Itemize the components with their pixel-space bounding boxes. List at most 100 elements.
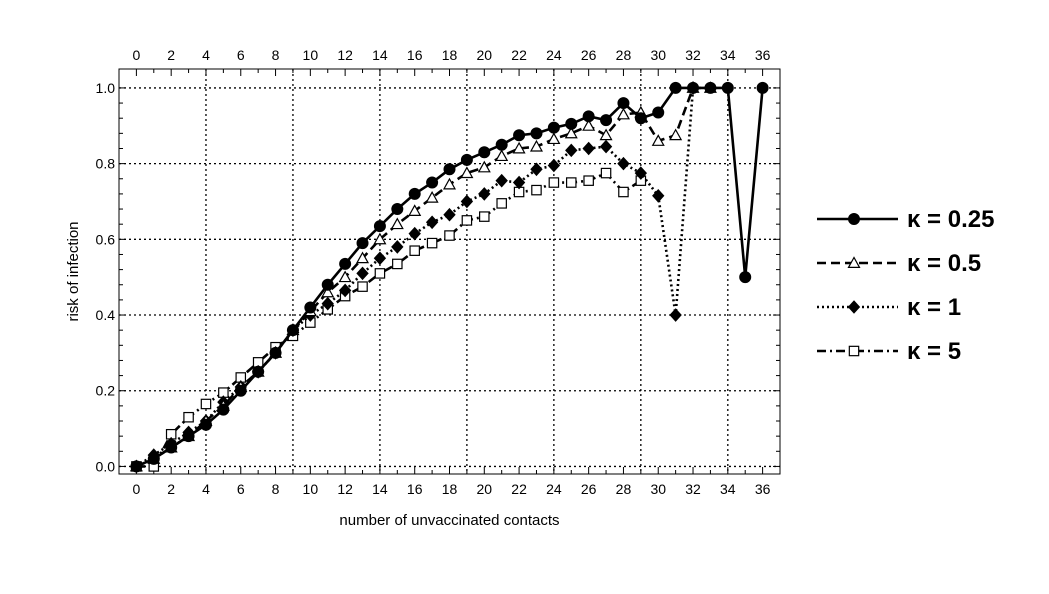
x-tick-label-top: 0: [132, 47, 140, 63]
data-point: [495, 149, 509, 162]
series-line: [135, 86, 764, 468]
legend: κ = 0.25 κ = 0.5 κ = 1 κ = 5: [817, 206, 994, 365]
x-tick-label: 34: [720, 481, 736, 497]
axes-frame: 0022446688101012121414161618182020222224…: [96, 47, 781, 497]
data-point: [426, 237, 438, 249]
data-point: [651, 134, 665, 146]
x-tick-label: 8: [272, 481, 280, 497]
data-point: [374, 268, 386, 279]
data-point: [512, 175, 526, 190]
data-point: [321, 296, 334, 311]
x-tick-label: 26: [581, 481, 597, 497]
data-point: [617, 97, 630, 110]
data-point: [600, 114, 613, 127]
x-tick-label: 12: [337, 481, 353, 497]
x-tick-label: 36: [755, 481, 771, 497]
data-point: [513, 129, 526, 142]
data-point: [687, 81, 700, 94]
series-2: [130, 81, 700, 474]
data-point: [443, 163, 456, 176]
x-tick-label: 6: [237, 481, 245, 497]
data-point: [182, 430, 195, 443]
x-tick-label: 24: [546, 481, 562, 497]
data-point: [495, 138, 508, 151]
x-axis-title: number of unvaccinated contacts: [339, 512, 559, 529]
data-point: [321, 278, 334, 291]
x-tick-label: 30: [650, 481, 666, 497]
legend-label: κ = 0.25: [907, 206, 994, 233]
data-point: [478, 187, 491, 201]
data-point: [512, 141, 526, 154]
data-point: [704, 81, 717, 94]
x-tick-label: 16: [407, 481, 423, 497]
x-tick-label: 20: [477, 481, 493, 497]
data-point: [165, 441, 178, 454]
x-tick-label-top: 32: [685, 47, 701, 63]
x-tick-label-top: 14: [372, 47, 388, 63]
y-tick-label: 0.2: [96, 383, 116, 399]
data-point: [721, 81, 734, 94]
data-point: [600, 167, 612, 179]
data-point: [530, 127, 543, 140]
data-point: [425, 190, 439, 203]
data-point: [356, 237, 369, 250]
data-point: [530, 162, 543, 177]
data-point: [652, 189, 665, 203]
data-point: [338, 283, 352, 298]
data-point: [495, 173, 508, 188]
data-point: [564, 126, 578, 139]
data-point: [565, 117, 578, 130]
legend-item: κ = 0.25: [817, 206, 994, 233]
data-point: [338, 270, 352, 283]
data-point: [252, 365, 265, 378]
x-tick-label-top: 24: [546, 47, 562, 63]
data-point: [373, 220, 386, 233]
data-point: [269, 346, 282, 359]
legend-label: κ = 0.5: [907, 250, 981, 277]
x-tick-label-top: 2: [167, 47, 175, 63]
x-tick-label-top: 36: [755, 47, 771, 63]
x-tick-label: 2: [167, 481, 175, 497]
data-point: [391, 240, 404, 254]
data-point: [373, 251, 387, 266]
data-point: [756, 81, 769, 94]
legend-item: κ = 1: [817, 294, 961, 321]
data-point: [444, 230, 455, 241]
legend-marker: [847, 300, 861, 314]
data-point: [669, 81, 682, 94]
x-tick-label-top: 20: [477, 47, 493, 63]
data-point: [443, 207, 456, 222]
data-point: [582, 141, 595, 156]
data-point: [634, 166, 648, 180]
data-series: [129, 81, 769, 474]
data-point: [200, 398, 212, 410]
x-tick-label: 28: [616, 481, 632, 497]
data-point: [599, 139, 613, 154]
data-point: [321, 285, 335, 298]
x-tick-label-top: 8: [272, 47, 280, 63]
data-point: [426, 176, 439, 189]
legend-marker: [848, 345, 860, 357]
data-point: [599, 128, 613, 141]
data-point: [183, 411, 194, 423]
data-point: [583, 175, 594, 186]
data-point: [669, 308, 682, 322]
x-tick-label: 10: [303, 481, 319, 497]
data-point: [565, 143, 578, 158]
data-point: [391, 203, 404, 216]
data-point: [479, 211, 490, 222]
data-point: [234, 384, 247, 397]
data-point: [356, 266, 369, 281]
x-tick-label: 0: [132, 481, 140, 497]
data-point: [618, 186, 629, 198]
data-point: [460, 153, 473, 166]
data-point: [286, 324, 299, 337]
x-tick-label-top: 12: [337, 47, 353, 63]
data-point: [409, 245, 420, 256]
data-point: [460, 166, 474, 179]
data-point: [582, 119, 596, 131]
legend-label: κ = 1: [907, 294, 961, 321]
series-line: [135, 86, 711, 468]
data-point: [356, 251, 370, 264]
data-point: [739, 271, 752, 284]
